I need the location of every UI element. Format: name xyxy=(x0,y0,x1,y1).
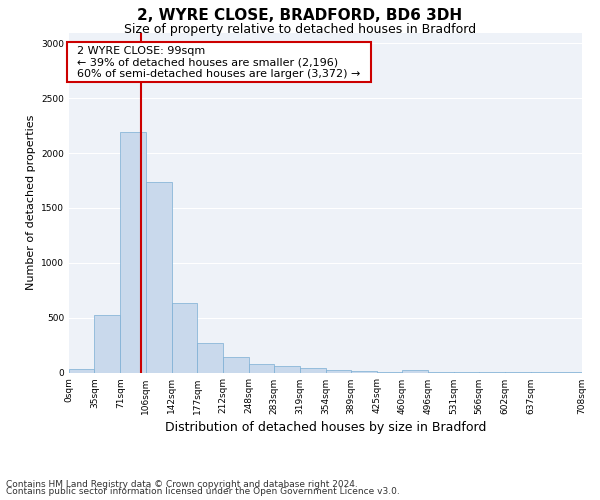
Text: Contains public sector information licensed under the Open Government Licence v3: Contains public sector information licen… xyxy=(6,488,400,496)
Bar xyxy=(300,368,325,372)
Bar xyxy=(121,132,146,372)
Bar xyxy=(94,316,121,372)
Bar xyxy=(69,369,94,372)
X-axis label: Distribution of detached houses by size in Bradford: Distribution of detached houses by size … xyxy=(165,420,486,434)
Bar xyxy=(223,356,248,372)
Bar xyxy=(197,343,223,372)
Bar xyxy=(325,370,351,372)
Bar xyxy=(172,304,197,372)
Text: 2 WYRE CLOSE: 99sqm
  ← 39% of detached houses are smaller (2,196)
  60% of semi: 2 WYRE CLOSE: 99sqm ← 39% of detached ho… xyxy=(70,46,368,79)
Bar xyxy=(274,366,300,372)
Bar xyxy=(146,182,172,372)
Bar xyxy=(403,370,428,372)
Text: 2, WYRE CLOSE, BRADFORD, BD6 3DH: 2, WYRE CLOSE, BRADFORD, BD6 3DH xyxy=(137,8,463,22)
Text: Contains HM Land Registry data © Crown copyright and database right 2024.: Contains HM Land Registry data © Crown c… xyxy=(6,480,358,489)
Bar xyxy=(248,364,274,372)
Text: Size of property relative to detached houses in Bradford: Size of property relative to detached ho… xyxy=(124,22,476,36)
Y-axis label: Number of detached properties: Number of detached properties xyxy=(26,115,35,290)
